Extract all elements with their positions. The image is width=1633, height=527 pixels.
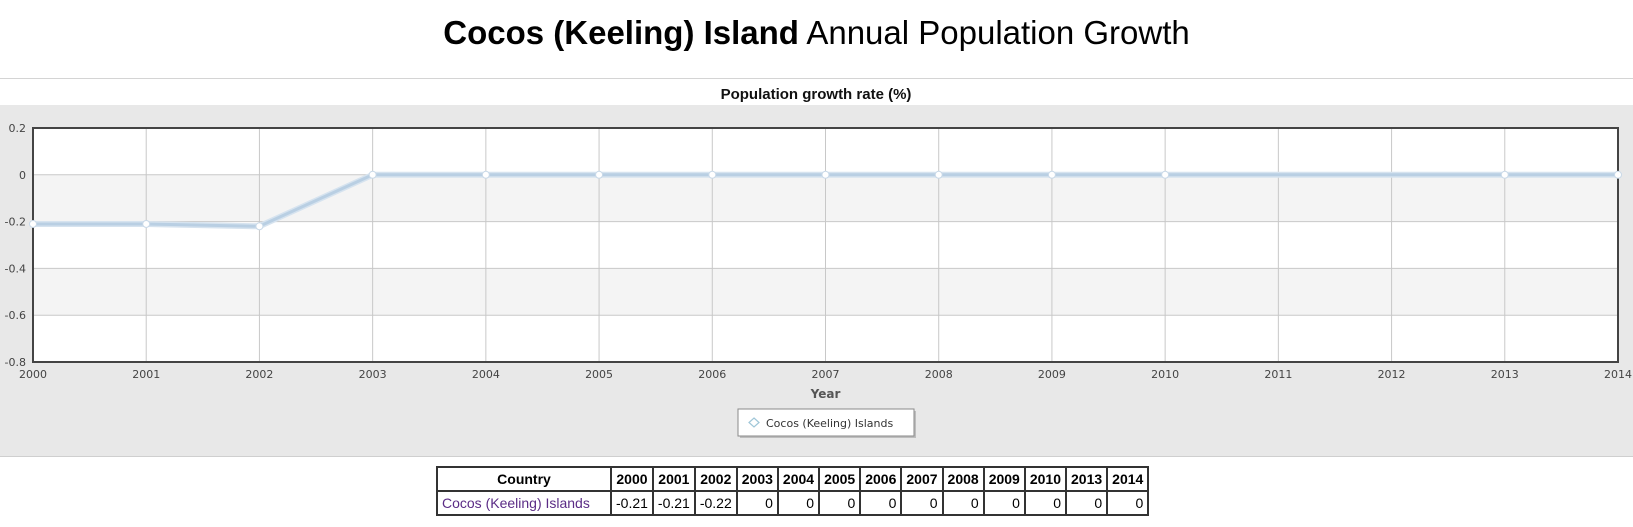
table-header-year: 2013 <box>1065 466 1109 492</box>
table-cell-value: 0 <box>859 490 903 516</box>
page-title: Cocos (Keeling) Island Annual Population… <box>0 14 1633 52</box>
data-point <box>708 170 717 179</box>
x-tick-label: 2010 <box>1151 368 1179 381</box>
legend-label: Cocos (Keeling) Islands <box>766 417 893 430</box>
data-point <box>1047 170 1056 179</box>
x-tick-label: 2013 <box>1491 368 1519 381</box>
data-point <box>255 222 264 231</box>
page-title-country: Cocos (Keeling) Island <box>443 14 799 51</box>
chart-title: Population growth rate (%) <box>721 86 912 103</box>
table-cell-value: 0 <box>982 490 1026 516</box>
table-header-year: 2006 <box>859 466 903 492</box>
x-tick-label: 2011 <box>1264 368 1292 381</box>
table-header-year: 2001 <box>651 466 696 492</box>
table-row: Cocos (Keeling) Islands -0.21 -0.21 -0.22 0 0… <box>436 490 1150 516</box>
x-tick-label: 2006 <box>698 368 726 381</box>
table-header-year: 2003 <box>735 466 779 492</box>
legend-box <box>737 408 915 437</box>
data-point <box>368 170 377 179</box>
x-axis-label: Year <box>810 387 841 401</box>
y-tick-label: 0.2 <box>9 122 27 135</box>
table-cell-value: 0 <box>900 490 944 516</box>
table-body: Cocos (Keeling) Islands -0.21 -0.21 -0.22 0 0… <box>436 490 1150 516</box>
table-cell-value: -0.21 <box>610 490 654 516</box>
table-header-year: 2009 <box>982 466 1026 492</box>
data-point <box>1614 170 1622 179</box>
y-tick-label: -0.4 <box>5 262 26 275</box>
table-cell-country-link[interactable]: Cocos (Keeling) Islands <box>436 490 612 516</box>
table-cell-value: 0 <box>1106 490 1150 516</box>
x-tick-label: 2009 <box>1038 368 1066 381</box>
table-header-year: 2005 <box>818 466 862 492</box>
y-tick-label: -0.2 <box>5 216 26 229</box>
y-tick-label: -0.8 <box>5 356 26 369</box>
x-tick-label: 2012 <box>1378 368 1406 381</box>
data-point <box>1500 170 1509 179</box>
table-header-year: 2008 <box>941 466 985 492</box>
table-cell-value: -0.21 <box>651 490 696 516</box>
x-tick-label: 2004 <box>472 368 500 381</box>
table-cell-value: 0 <box>1023 490 1068 516</box>
data-point <box>29 219 37 228</box>
table-header-year: 2002 <box>693 466 738 492</box>
table-header-year: 2000 <box>610 466 654 492</box>
x-tick-label: 2005 <box>585 368 613 381</box>
chart-title-background <box>0 79 1633 105</box>
table-cell-value: 0 <box>818 490 862 516</box>
data-table: Country 2000 2001 2002 2003 2004 2005 2006 2007 2… <box>436 466 1150 516</box>
legend-marker-icon <box>748 417 760 428</box>
chart-panel: Population growth rate (%) 0.2 0 -0.2 -0.4 -0… <box>0 78 1633 457</box>
x-tick-label: 2002 <box>245 368 273 381</box>
data-point <box>1161 170 1170 179</box>
x-tick-label: 2014 <box>1604 368 1632 381</box>
y-tick-label: -0.6 <box>5 309 26 322</box>
y-tick-label: 0 <box>19 169 26 182</box>
table-header-country: Country <box>436 466 612 492</box>
x-tick-label: 2003 <box>359 368 387 381</box>
table-header-year: 2010 <box>1023 466 1068 492</box>
table-cell-value: 0 <box>735 490 779 516</box>
x-tick-label: 2000 <box>19 368 47 381</box>
chart-svg: Population growth rate (%) 0.2 0 -0.2 -0.4 -0… <box>0 79 1633 438</box>
table-cell-value: -0.22 <box>693 490 738 516</box>
table-cell-value: 0 <box>776 490 821 516</box>
data-point <box>142 219 151 228</box>
data-point <box>595 170 604 179</box>
plot-border <box>32 127 1619 363</box>
table-cell-value: 0 <box>941 490 985 516</box>
x-tick-label: 2008 <box>925 368 953 381</box>
table-header-year: 2014 <box>1106 466 1150 492</box>
table-header-year: 2004 <box>776 466 821 492</box>
table-cell-value: 0 <box>1065 490 1109 516</box>
data-point <box>481 170 490 179</box>
table-header-row: Country 2000 2001 2002 2003 2004 2005 2006 2007 2… <box>436 466 1150 492</box>
data-point <box>821 170 830 179</box>
x-tick-label: 2007 <box>812 368 840 381</box>
table-header-year: 2007 <box>900 466 944 492</box>
x-tick-label: 2001 <box>132 368 160 381</box>
page-title-rest: Annual Population Growth <box>806 14 1190 51</box>
data-point <box>934 170 943 179</box>
